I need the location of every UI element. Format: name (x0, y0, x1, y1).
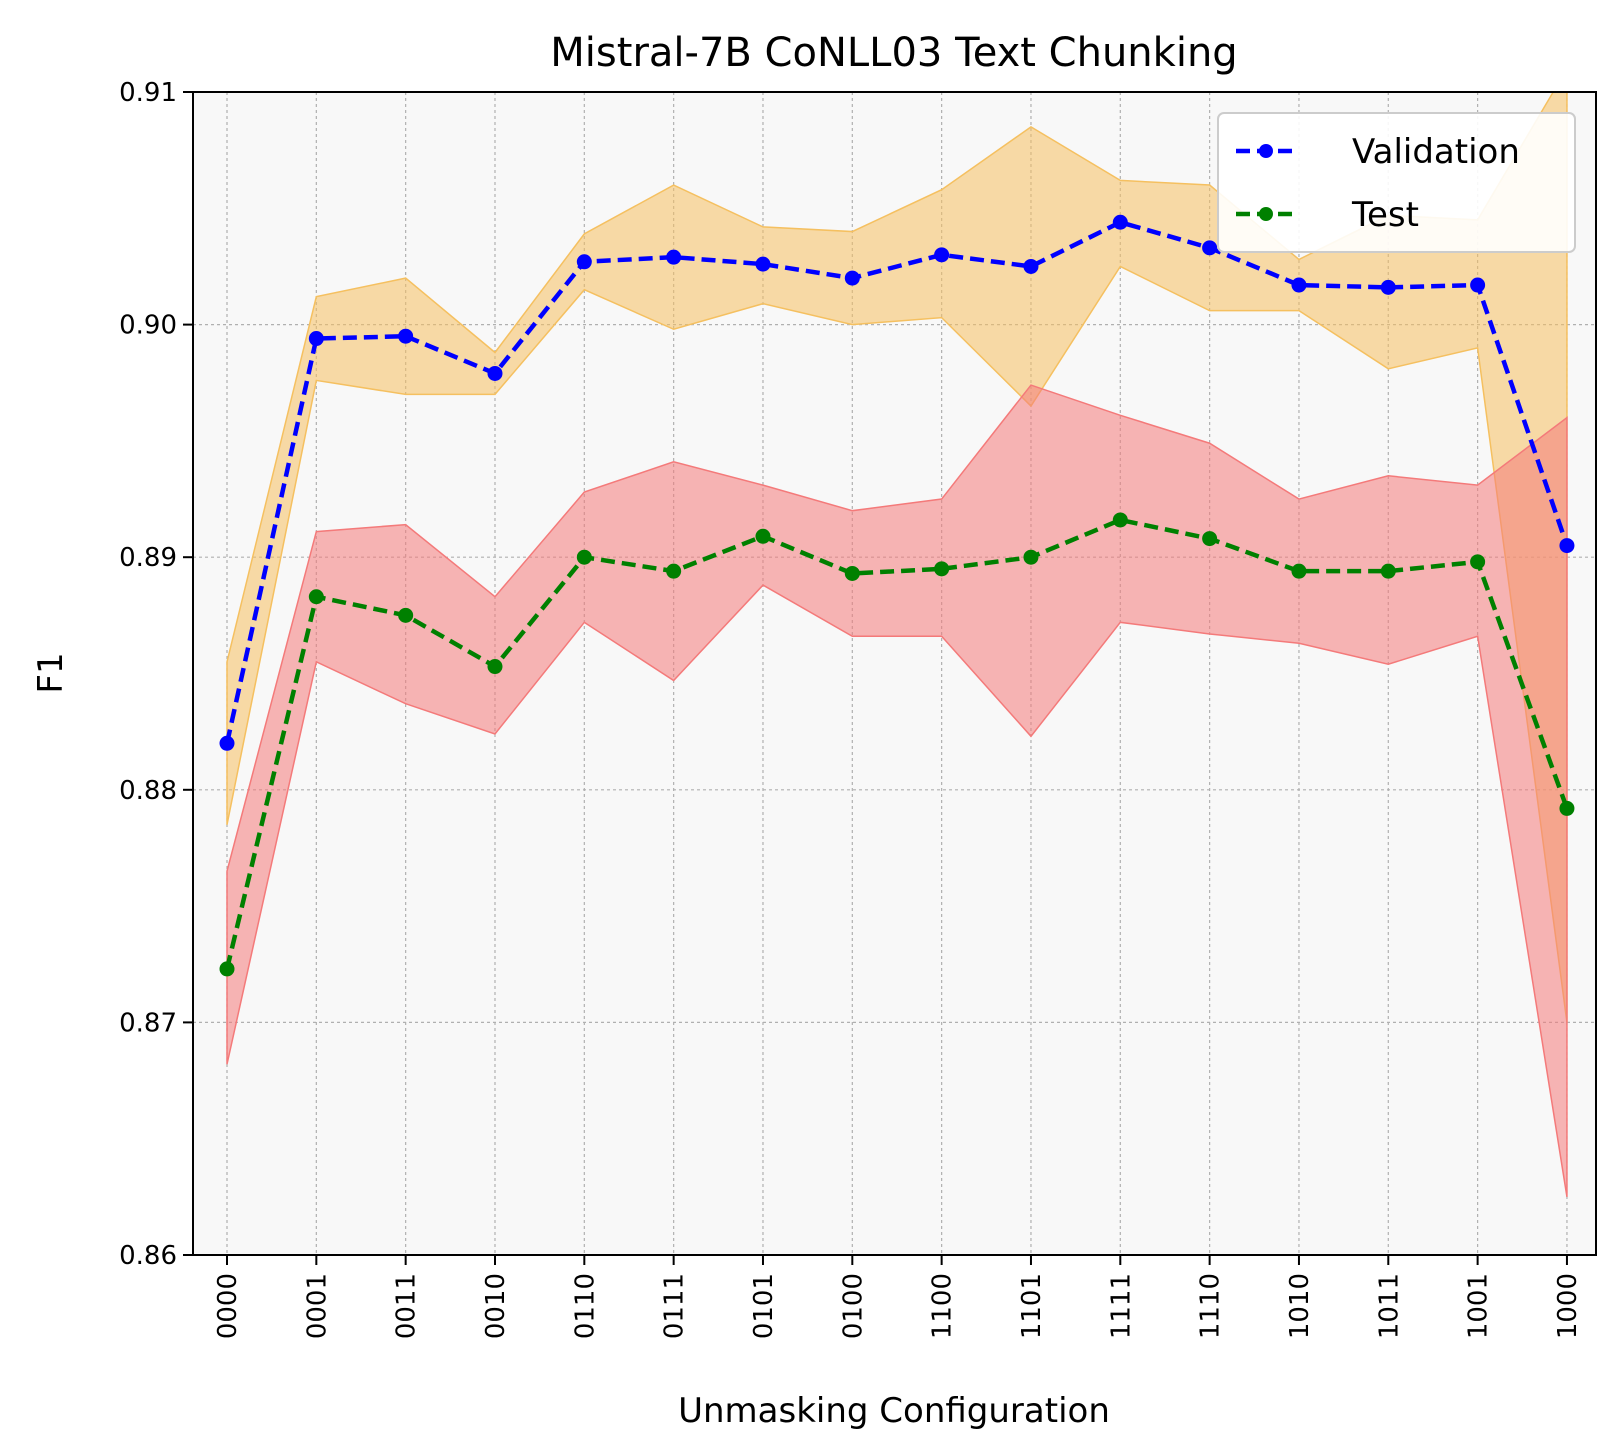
data-point-validation (1112, 214, 1128, 230)
data-point-validation (308, 331, 324, 347)
x-tick-label: 0100 (838, 1273, 868, 1339)
x-tick-label: 0001 (302, 1273, 332, 1339)
data-point-validation (844, 270, 860, 286)
data-point-test (487, 659, 503, 675)
data-point-test (844, 565, 860, 581)
x-axis-label: Unmasking Configuration (678, 1391, 1110, 1431)
x-tick-label: 1100 (928, 1273, 958, 1339)
data-point-test (398, 607, 414, 623)
y-tick-label: 0.89 (119, 543, 177, 573)
data-point-validation (1291, 277, 1307, 293)
data-point-test (1559, 800, 1575, 816)
x-tick-label: 0010 (481, 1273, 511, 1339)
data-point-validation (576, 254, 592, 270)
data-point-validation (666, 249, 682, 265)
x-tick-label: 0111 (660, 1273, 690, 1339)
data-point-validation (1023, 258, 1039, 274)
x-tick-label: 1101 (1017, 1273, 1047, 1339)
legend-frame (1217, 112, 1576, 253)
data-point-test (1380, 563, 1396, 579)
data-point-validation (487, 365, 503, 381)
data-point-test (1112, 512, 1128, 528)
data-point-test (576, 549, 592, 565)
legend-test-label: Test (1351, 195, 1419, 235)
data-point-test (1023, 549, 1039, 565)
data-point-test (1470, 554, 1486, 570)
data-point-validation (1470, 277, 1486, 293)
data-point-test (666, 563, 682, 579)
data-point-validation (1202, 240, 1218, 256)
data-point-validation (934, 247, 950, 263)
x-tick-label: 0101 (749, 1273, 779, 1339)
x-tick-label: 1110 (1196, 1273, 1226, 1339)
data-point-validation (755, 256, 771, 272)
y-tick-label: 0.90 (119, 311, 177, 341)
y-tick-label: 0.88 (119, 776, 177, 806)
series-line-validation (224, 220, 1570, 744)
chart-title: Mistral-7B CoNLL03 Text Chunking (550, 30, 1237, 76)
y-tick-label: 0.87 (119, 1008, 177, 1038)
plot-frame (192, 91, 1597, 1256)
data-point-test (219, 961, 235, 977)
x-tick-label: 0000 (213, 1273, 243, 1339)
data-point-test (934, 561, 950, 577)
legend-validation-marker (1259, 144, 1273, 158)
x-tick-label: 1010 (1285, 1273, 1315, 1339)
data-point-test (755, 528, 771, 544)
legend-validation-label: Validation (1352, 132, 1520, 172)
data-point-validation (219, 735, 235, 751)
data-point-validation (398, 328, 414, 344)
x-tick-label: 1001 (1464, 1273, 1494, 1339)
data-point-test (1202, 531, 1218, 547)
y-tick-label: 0.86 (119, 1241, 177, 1271)
y-tick-label: 0.91 (119, 78, 177, 108)
x-tick-label: 1011 (1374, 1273, 1404, 1339)
legend-test-marker (1259, 207, 1273, 221)
data-point-validation (1380, 279, 1396, 295)
x-tick-label: 1111 (1106, 1273, 1136, 1339)
data-point-validation (1559, 538, 1575, 554)
data-point-test (308, 589, 324, 605)
series-line-test (224, 517, 1570, 970)
data-point-test (1291, 563, 1307, 579)
y-axis-label: F1 (31, 652, 71, 693)
axis-layer: 0000 0001 0011 0010 0110 0111 0101 0100 1100 1101… (119, 78, 1583, 1339)
x-tick-label: 0011 (392, 1273, 422, 1339)
line-layer (219, 214, 1575, 977)
x-tick-label: 0110 (570, 1273, 600, 1339)
legend: Validation Test (1217, 112, 1576, 253)
x-tick-label: 1000 (1553, 1273, 1583, 1339)
